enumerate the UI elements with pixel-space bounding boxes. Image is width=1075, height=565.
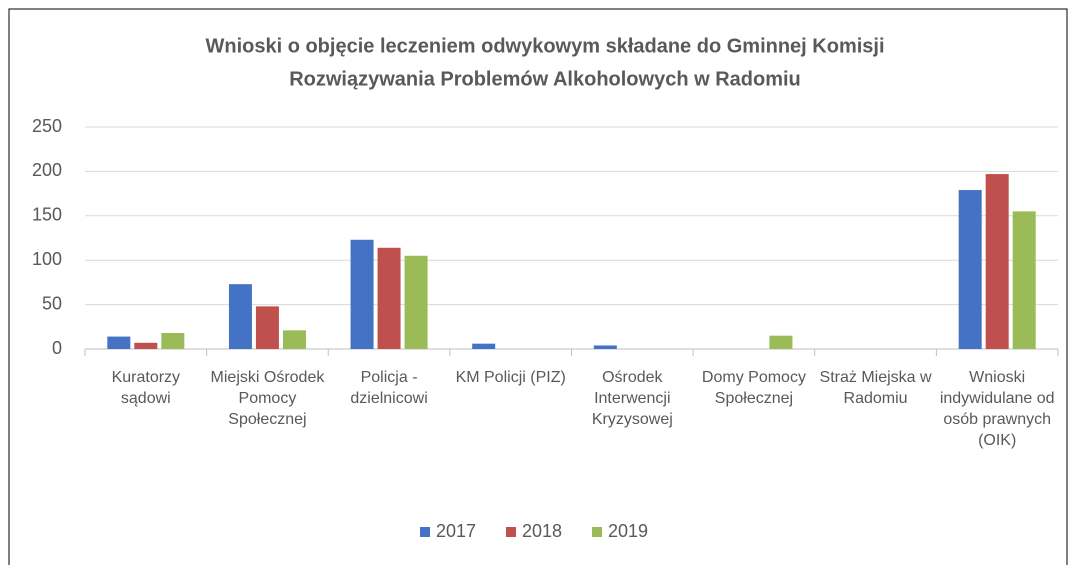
x-tick-label: Ośrodek Interwencji Kryzysowej <box>591 369 673 428</box>
legend-swatch <box>506 527 516 537</box>
bar <box>958 190 982 349</box>
bar <box>228 284 252 349</box>
bar <box>377 247 401 349</box>
x-tick-label: Policja - dzielnicowi <box>350 369 428 407</box>
y-tick-label: 200 <box>32 160 62 180</box>
chart-title: Rozwiązywania Problemów Alkoholowych w R… <box>289 68 801 90</box>
bar <box>472 343 496 349</box>
bar <box>134 342 158 349</box>
bar <box>255 306 279 349</box>
legend-label: 2018 <box>522 521 562 541</box>
legend-swatch <box>420 527 430 537</box>
y-tick-label: 150 <box>32 205 62 225</box>
y-tick-label: 100 <box>32 249 62 269</box>
legend-label: 2017 <box>436 521 476 541</box>
legend-swatch <box>592 527 602 537</box>
y-tick-label: 0 <box>52 338 62 358</box>
bar <box>282 330 306 349</box>
bar <box>350 239 374 349</box>
bar <box>1012 211 1036 349</box>
x-tick-label: Domy Pomocy Społecznej <box>701 369 806 407</box>
bar <box>404 255 428 349</box>
x-tick-label: KM Policji (PIZ) <box>455 369 566 386</box>
legend-label: 2019 <box>608 521 648 541</box>
bar <box>107 336 131 349</box>
bar <box>985 174 1009 349</box>
x-tick-label: Miejski Ośrodek Pomocy Społecznej <box>210 369 325 428</box>
y-tick-label: 50 <box>42 293 62 313</box>
chart-title: Wnioski o objęcie leczeniem odwykowym sk… <box>205 35 884 57</box>
y-tick-label: 250 <box>32 116 62 136</box>
x-tick-label: Straż Miejska w Radomiu <box>819 369 932 407</box>
x-tick-label: Kuratorzy sądowi <box>111 369 181 407</box>
chart-border <box>8 8 1068 565</box>
x-tick-label: Wnioski indywidulane od osób prawnych (O… <box>939 369 1055 449</box>
bar <box>593 345 617 349</box>
bar <box>769 335 793 349</box>
bar <box>161 333 185 349</box>
